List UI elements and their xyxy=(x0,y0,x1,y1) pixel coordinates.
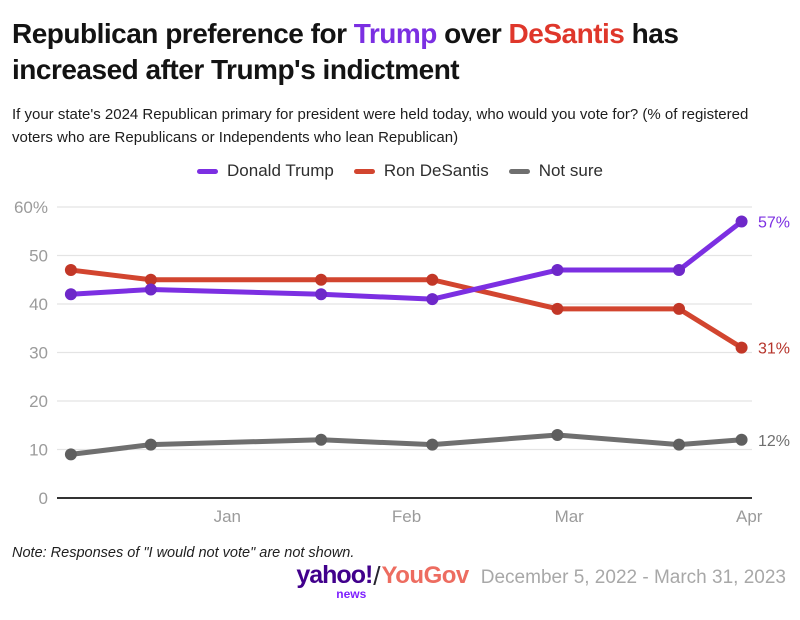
title-segment: Trump xyxy=(353,18,438,49)
legend-label: Donald Trump xyxy=(227,161,334,181)
data-point-ron-desantis xyxy=(551,303,564,316)
legend-dash-icon xyxy=(197,168,219,174)
data-point-donald-trump xyxy=(551,264,564,277)
y-axis-label: 60% xyxy=(14,198,48,217)
legend-dash-icon xyxy=(353,168,375,174)
data-point-ron-desantis xyxy=(426,274,439,287)
yahoo-news-label: news xyxy=(336,587,367,602)
y-axis-label: 50 xyxy=(29,247,48,266)
y-axis-label: 30 xyxy=(29,344,48,363)
legend-label: Not sure xyxy=(538,161,603,181)
data-point-ron-desantis xyxy=(735,341,748,354)
data-point-not-sure xyxy=(144,438,157,451)
data-point-ron-desantis xyxy=(673,303,686,316)
yahoo-news-logo: yahoo! news xyxy=(296,561,373,602)
title-segment: Republican preference for xyxy=(12,18,354,49)
end-label-ron-desantis: 31% xyxy=(758,341,790,358)
logo-separator-icon: / xyxy=(373,561,381,592)
series-line-donald-trump xyxy=(68,219,745,302)
legend-item-not-sure: Not sure xyxy=(508,161,603,181)
date-range: December 5, 2022 - March 31, 2023 xyxy=(480,567,786,589)
data-point-donald-trump xyxy=(144,283,157,296)
data-point-ron-desantis xyxy=(64,264,77,277)
legend-item-donald-trump: Donald Trump xyxy=(197,161,334,181)
data-point-donald-trump xyxy=(426,293,439,306)
legend-dash-icon xyxy=(508,168,530,174)
y-axis-label: 0 xyxy=(39,489,48,508)
yahoo-wordmark: yahoo! xyxy=(296,561,373,590)
title-segment: increased after Trump's indictment xyxy=(12,54,460,86)
end-label-not-sure: 12% xyxy=(758,433,790,450)
data-point-donald-trump xyxy=(315,288,328,301)
data-point-not-sure xyxy=(64,448,77,461)
y-axis-label: 20 xyxy=(29,392,48,411)
footnote: Note: Responses of "I would not vote" ar… xyxy=(12,545,355,562)
data-point-donald-trump xyxy=(673,264,686,277)
data-point-not-sure xyxy=(315,434,328,447)
chart-legend: Donald Trump Ron DeSantis Not sure xyxy=(0,161,800,181)
title-segment: over xyxy=(436,18,509,49)
title-segment: DeSantis xyxy=(508,18,625,49)
data-point-not-sure xyxy=(673,438,686,451)
x-axis-label-apr: Apr xyxy=(736,507,763,526)
end-label-donald-trump: 57% xyxy=(758,215,790,232)
yougov-wordmark: YouGov xyxy=(381,562,470,590)
page-title: Republican preference for Trump over DeS… xyxy=(12,16,788,89)
legend-label: Ron DeSantis xyxy=(383,161,489,181)
data-point-ron-desantis xyxy=(315,274,328,287)
data-point-not-sure xyxy=(735,434,748,447)
title-segment: has xyxy=(624,18,679,49)
x-axis-label-jan: Jan xyxy=(214,507,241,526)
series-line-ron-desantis xyxy=(68,267,745,351)
footer: yahoo! news / YouGov December 5, 2022 - … xyxy=(0,561,786,602)
infographic: Republican preference for Trump over DeS… xyxy=(0,16,800,600)
chart-subtitle: If your state's 2024 Republican primary … xyxy=(12,105,749,147)
y-axis-label: 40 xyxy=(29,295,48,314)
y-axis-label: 10 xyxy=(29,441,48,460)
data-point-ron-desantis xyxy=(144,274,157,287)
x-axis-label-feb: Feb xyxy=(392,507,421,526)
series-line-not-sure xyxy=(68,432,745,458)
data-point-donald-trump xyxy=(64,288,77,301)
data-point-not-sure xyxy=(426,438,439,451)
data-point-donald-trump xyxy=(735,215,748,228)
legend-item-ron-desantis: Ron DeSantis xyxy=(353,161,489,181)
x-axis-label-mar: Mar xyxy=(555,507,585,526)
chart-svg: 60% 50 40 30 20 10 0 Jan Feb Mar Apr 57% 31% 12% xyxy=(14,198,790,526)
data-point-not-sure xyxy=(551,429,564,442)
